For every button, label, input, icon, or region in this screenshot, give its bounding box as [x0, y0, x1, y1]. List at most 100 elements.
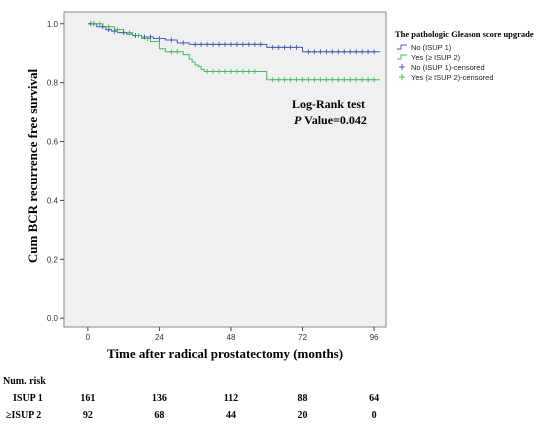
censor-mark — [270, 44, 276, 50]
censor-mark — [288, 77, 294, 83]
censor-mark — [371, 49, 377, 55]
x-tick-label: 24 — [155, 333, 164, 342]
legend-swatch-step — [397, 54, 407, 60]
legend-entry-label: Yes (≥ ISUP 2) — [411, 53, 461, 62]
risk-row-label-isup2: ≥ISUP 2 — [6, 410, 42, 421]
censor-mark — [323, 77, 329, 83]
censor-mark — [282, 77, 288, 83]
risk-table-header: Num. risk — [3, 376, 46, 387]
censor-mark — [216, 41, 222, 47]
censor-mark — [222, 41, 228, 47]
censor-mark — [210, 41, 216, 47]
censor-mark — [210, 68, 216, 74]
censor-mark — [341, 77, 347, 83]
risk-cell: 112 — [223, 393, 239, 404]
y-tick-label: 0.8 — [47, 79, 59, 88]
censor-mark — [347, 77, 353, 83]
censor-mark — [317, 49, 323, 55]
censor-mark — [329, 49, 335, 55]
legend-swatch-censor — [399, 64, 405, 70]
censor-mark — [180, 40, 186, 46]
p-value-text: Value=0.042 — [301, 113, 367, 127]
censor-mark — [100, 24, 106, 30]
censor-mark — [359, 77, 365, 83]
censor-mark — [228, 41, 234, 47]
y-tick-label: 0.4 — [47, 196, 59, 205]
censor-mark — [115, 27, 121, 33]
censor-mark — [192, 41, 198, 47]
censor-mark — [97, 21, 103, 27]
censor-mark — [234, 41, 240, 47]
censor-mark — [353, 77, 359, 83]
x-tick-label: 48 — [227, 333, 236, 342]
legend-swatch-step — [397, 44, 407, 50]
risk-cell: 136 — [151, 393, 167, 404]
censor-mark — [288, 44, 294, 50]
censor-mark — [204, 41, 210, 47]
censor-mark — [228, 68, 234, 74]
censor-mark — [106, 24, 112, 30]
risk-cell: 88 — [297, 393, 308, 404]
censor-mark — [335, 49, 341, 55]
y-tick-label: 0.6 — [47, 138, 59, 147]
censor-mark — [144, 35, 150, 41]
log-rank-label: Log-Rank test — [292, 97, 365, 111]
censor-mark — [294, 77, 300, 83]
risk-cell: 92 — [82, 410, 93, 421]
censor-mark — [147, 34, 153, 40]
y-axis-title: Cum BCR recurrence free survival — [25, 68, 40, 263]
legend-entry-label: No (ISUP 1) — [411, 43, 452, 52]
legend-entry-label: No (ISUP 1)-censored — [411, 63, 485, 72]
censor-mark — [300, 77, 306, 83]
censor-mark — [252, 41, 258, 47]
censor-mark — [329, 77, 335, 83]
censor-mark — [174, 49, 180, 55]
censor-mark — [341, 49, 347, 55]
legend-title: The pathologic Gleason score upgrade — [395, 29, 534, 39]
x-axis-ticks: 0 24 48 72 96 — [86, 327, 379, 342]
censor-mark — [353, 49, 359, 55]
censor-mark — [311, 49, 317, 55]
censor-mark — [276, 77, 282, 83]
censor-mark — [323, 49, 329, 55]
x-tick-label: 0 — [86, 333, 91, 342]
censor-mark — [168, 49, 174, 55]
censor-marks — [88, 21, 377, 83]
y-tick-label: 1.0 — [47, 20, 59, 29]
censor-mark — [234, 68, 240, 74]
censor-mark — [305, 49, 311, 55]
censor-mark — [240, 41, 246, 47]
censor-mark — [305, 77, 311, 83]
censor-mark — [91, 21, 97, 27]
censor-mark — [317, 77, 323, 83]
legend-entry-label: Yes (≥ ISUP 2)-censored — [411, 73, 494, 82]
censor-mark — [311, 77, 317, 83]
risk-row-label-isup1: ISUP 1 — [13, 393, 43, 404]
censor-mark — [246, 41, 252, 47]
censor-mark — [347, 49, 353, 55]
censor-mark — [359, 49, 365, 55]
risk-cell: 161 — [80, 393, 96, 404]
x-tick-label: 96 — [370, 333, 379, 342]
risk-cell: 0 — [371, 410, 377, 421]
risk-cell: 64 — [369, 393, 380, 404]
censor-mark — [282, 44, 288, 50]
plot-background — [63, 11, 387, 328]
risk-cell: 68 — [154, 410, 165, 421]
censor-mark — [270, 77, 276, 83]
censor-mark — [252, 68, 258, 74]
censor-mark — [127, 30, 133, 36]
censor-mark — [156, 35, 162, 41]
censor-mark — [198, 41, 204, 47]
censor-mark — [168, 37, 174, 43]
censor-mark — [121, 30, 127, 36]
x-tick-label: 72 — [298, 333, 307, 342]
censor-mark — [335, 77, 341, 83]
legend-swatch-censor — [399, 74, 405, 80]
censor-mark — [204, 68, 210, 74]
censor-mark — [371, 77, 377, 83]
censor-mark — [294, 44, 300, 50]
censor-mark — [142, 34, 147, 40]
censor-mark — [258, 41, 264, 47]
